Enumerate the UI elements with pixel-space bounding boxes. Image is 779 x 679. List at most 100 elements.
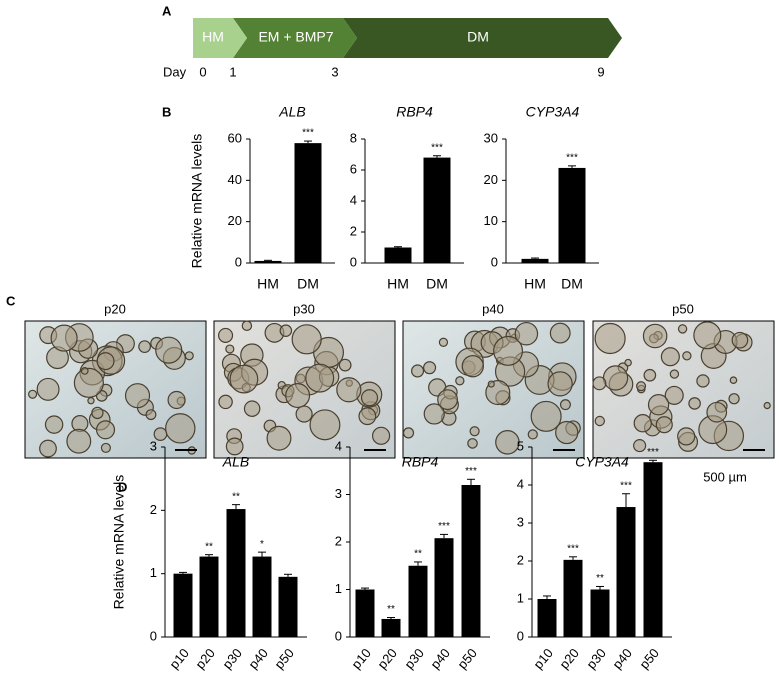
significance: *** bbox=[567, 543, 579, 554]
y-axis-label: Relative mRNA levels bbox=[189, 134, 205, 269]
bar bbox=[173, 573, 193, 637]
bar bbox=[521, 258, 549, 263]
organoid bbox=[423, 361, 437, 375]
organoid bbox=[731, 331, 749, 349]
organoid bbox=[50, 324, 78, 352]
organoid bbox=[155, 336, 183, 364]
x-tick-label: p30 bbox=[583, 645, 608, 671]
y-tick-label: 2 bbox=[335, 533, 342, 548]
organoid bbox=[487, 380, 495, 388]
stage-label: DM bbox=[467, 29, 489, 45]
organoid bbox=[660, 347, 680, 367]
organoid bbox=[455, 376, 465, 386]
bar bbox=[537, 599, 557, 637]
x-tick-label: p40 bbox=[609, 645, 634, 671]
organoid bbox=[36, 377, 60, 401]
organoid bbox=[696, 374, 710, 388]
error-bar bbox=[568, 165, 576, 168]
y-tick-label: 3 bbox=[335, 486, 342, 501]
significance: ** bbox=[596, 573, 604, 584]
organoid bbox=[336, 377, 362, 403]
organoid bbox=[138, 340, 152, 354]
bar bbox=[590, 589, 610, 637]
stage-arrow bbox=[233, 18, 357, 58]
error-bar bbox=[569, 556, 577, 560]
error-bar bbox=[284, 573, 292, 577]
organoid bbox=[438, 337, 449, 347]
y-tick-label: 40 bbox=[228, 172, 242, 187]
error-bar bbox=[361, 587, 369, 590]
organoid bbox=[682, 351, 692, 361]
y-tick-label: 1 bbox=[335, 581, 342, 596]
error-bar bbox=[304, 140, 312, 144]
organoid bbox=[594, 415, 605, 427]
organoid bbox=[167, 390, 186, 410]
bar bbox=[408, 565, 428, 637]
x-tick-label: p50 bbox=[271, 645, 296, 671]
y-tick-label: 2 bbox=[350, 223, 357, 238]
significance: *** bbox=[647, 447, 659, 458]
stage-arrow bbox=[193, 18, 247, 58]
organoid bbox=[423, 403, 445, 425]
organoid bbox=[636, 381, 647, 392]
y-tick-label: 4 bbox=[350, 192, 357, 207]
y-tick-label: 0 bbox=[517, 628, 524, 643]
organoid bbox=[358, 407, 377, 426]
y-tick-label: 8 bbox=[350, 130, 357, 145]
x-tick-label: DM bbox=[561, 276, 583, 292]
image-label: p40 bbox=[482, 301, 504, 316]
organoid bbox=[291, 324, 322, 355]
y-tick-label: 0 bbox=[235, 254, 242, 269]
error-bar bbox=[596, 585, 604, 590]
organoid bbox=[243, 400, 261, 417]
x-tick-label: DM bbox=[297, 276, 319, 292]
y-tick-label: 4 bbox=[335, 438, 342, 453]
organoid bbox=[44, 415, 64, 434]
organoid bbox=[124, 383, 151, 409]
bar bbox=[355, 589, 375, 637]
x-tick-label: p30 bbox=[401, 645, 426, 671]
organoid bbox=[229, 364, 259, 394]
y-tick-label: 0 bbox=[150, 628, 157, 643]
y-tick-label: 2 bbox=[517, 552, 524, 567]
organoid bbox=[624, 358, 632, 367]
organoid bbox=[28, 389, 38, 399]
x-tick-label: p20 bbox=[556, 645, 581, 671]
chart-title: RBP4 bbox=[396, 104, 433, 120]
organoid bbox=[217, 327, 234, 343]
significance: ** bbox=[414, 549, 422, 560]
bar bbox=[252, 556, 272, 637]
y-tick-label: 3 bbox=[517, 514, 524, 529]
significance: *** bbox=[431, 142, 443, 153]
organoid bbox=[763, 401, 771, 410]
organoid bbox=[73, 367, 104, 398]
y-tick-label: 5 bbox=[517, 438, 524, 453]
error-bar bbox=[258, 551, 266, 557]
stage-arrow bbox=[343, 18, 622, 58]
y-tick-label: 6 bbox=[350, 161, 357, 176]
y-tick-label: 0 bbox=[335, 628, 342, 643]
error-bar bbox=[232, 504, 240, 510]
x-tick-label: p40 bbox=[427, 645, 452, 671]
bar bbox=[294, 143, 322, 263]
x-tick-label: p40 bbox=[245, 645, 270, 671]
chart-title: CYP3A4 bbox=[526, 104, 580, 120]
y-tick-label: 0 bbox=[350, 254, 357, 269]
chart-title: ALB bbox=[278, 104, 305, 120]
x-tick-label: p50 bbox=[454, 645, 479, 671]
organoid bbox=[677, 324, 688, 334]
organoid bbox=[402, 427, 415, 439]
organoid bbox=[218, 394, 233, 410]
organoid bbox=[184, 351, 194, 361]
y-tick-label: 30 bbox=[484, 130, 498, 145]
significance: *** bbox=[438, 521, 450, 532]
x-tick-label: HM bbox=[387, 276, 409, 292]
organoid bbox=[514, 321, 539, 346]
organoid bbox=[642, 323, 668, 349]
error-bar bbox=[433, 155, 441, 158]
x-tick-label: p20 bbox=[192, 645, 217, 671]
organoid bbox=[100, 442, 111, 453]
x-tick-label: p10 bbox=[530, 645, 555, 671]
organoid bbox=[437, 389, 459, 411]
error-bar bbox=[467, 478, 475, 485]
